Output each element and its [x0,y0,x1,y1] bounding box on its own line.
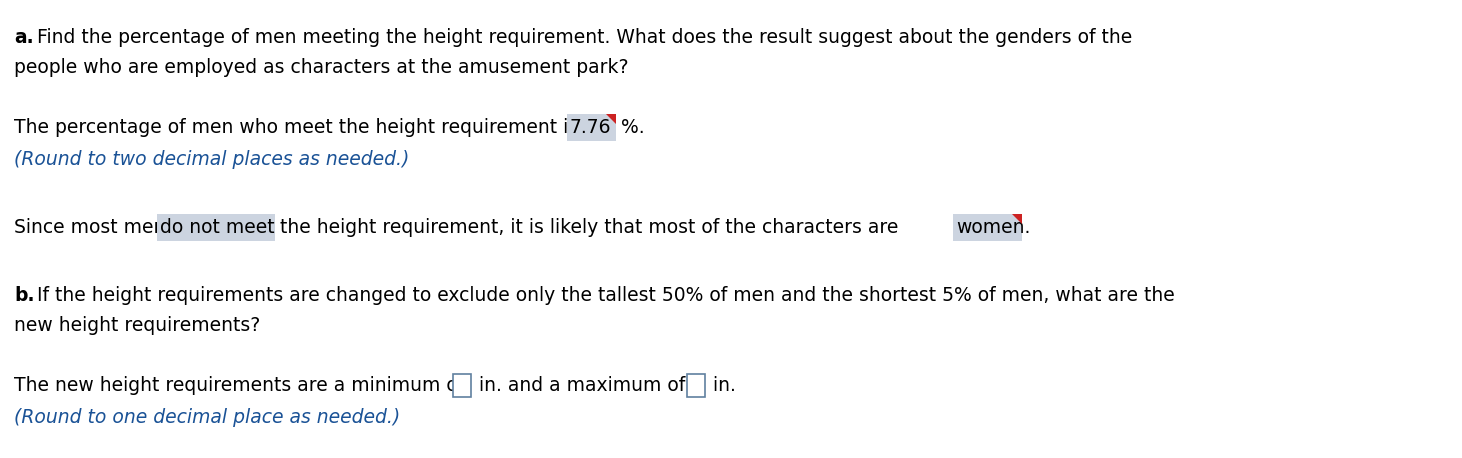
FancyBboxPatch shape [953,214,1022,241]
Polygon shape [1012,214,1022,224]
Text: b.: b. [15,286,35,305]
FancyBboxPatch shape [687,374,705,397]
FancyBboxPatch shape [567,114,616,141]
Text: If the height requirements are changed to exclude only the tallest 50% of men an: If the height requirements are changed t… [31,286,1174,305]
Polygon shape [605,114,616,124]
Text: do not meet: do not meet [161,218,275,237]
Text: %.: %. [614,118,645,137]
Text: The percentage of men who meet the height requirement is: The percentage of men who meet the heigh… [15,118,585,137]
Text: people who are employed as characters at the amusement park?: people who are employed as characters at… [15,58,629,77]
Text: Find the percentage of men meeting the height requirement. What does the result : Find the percentage of men meeting the h… [31,28,1132,47]
Text: (Round to one decimal place as needed.): (Round to one decimal place as needed.) [15,408,401,427]
FancyBboxPatch shape [158,214,275,241]
Text: new height requirements?: new height requirements? [15,316,260,335]
FancyBboxPatch shape [453,374,471,397]
Text: The new height requirements are a minimum of: The new height requirements are a minimu… [15,376,471,395]
Text: in.: in. [708,376,737,395]
Text: women.: women. [956,218,1031,237]
Text: in. and a maximum of: in. and a maximum of [472,376,692,395]
Text: (Round to two decimal places as needed.): (Round to two decimal places as needed.) [15,150,409,169]
Text: Since most men: Since most men [15,218,171,237]
Text: a.: a. [15,28,34,47]
Text: the height requirement, it is likely that most of the characters are: the height requirement, it is likely tha… [273,218,904,237]
Text: 7.76: 7.76 [570,118,611,137]
